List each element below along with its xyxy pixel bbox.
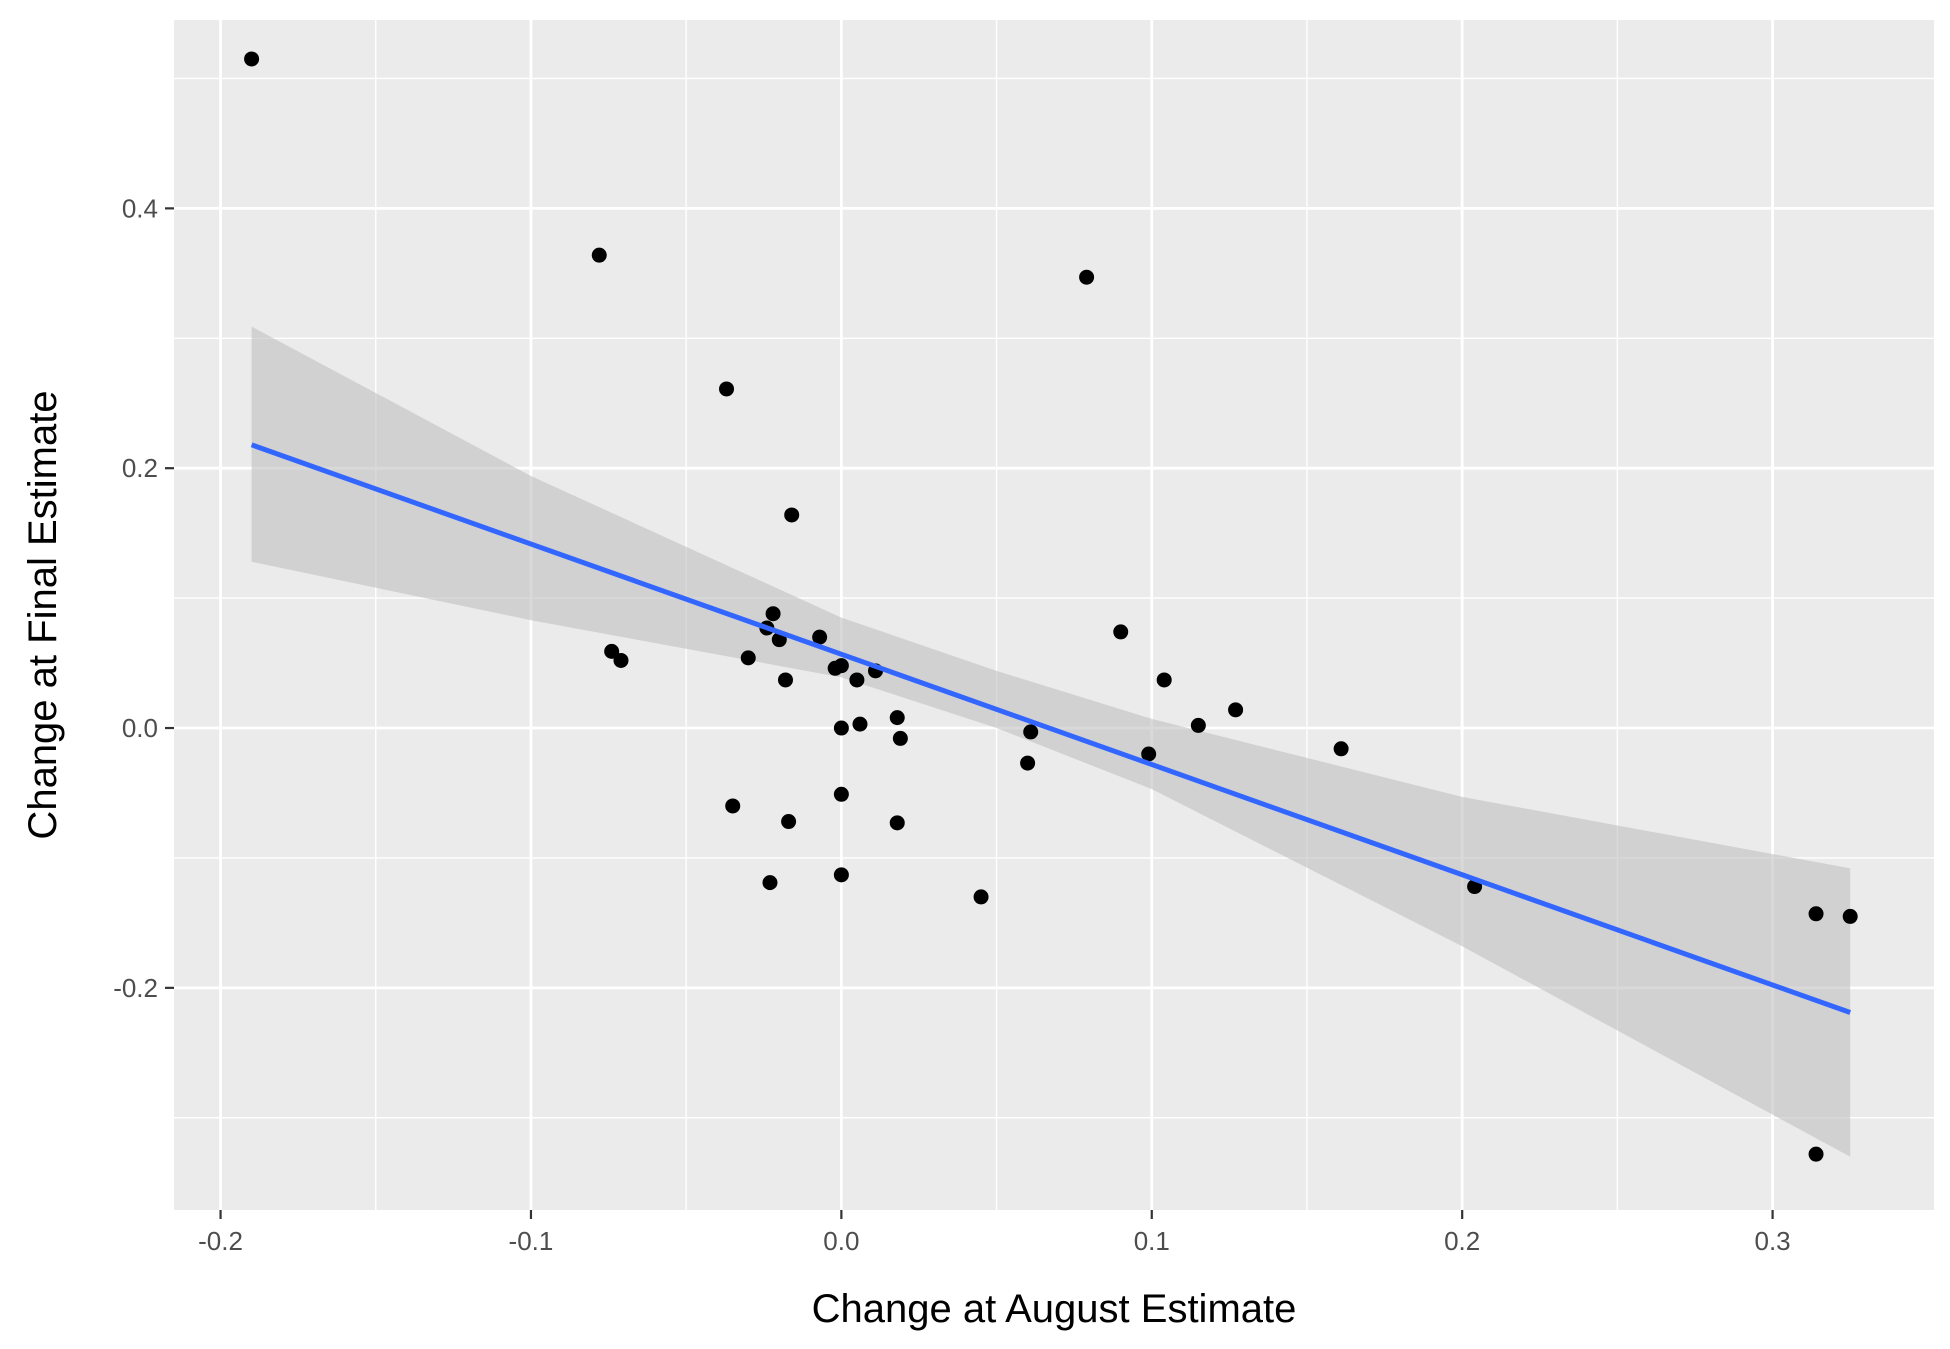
data-points xyxy=(244,51,1858,1162)
data-point xyxy=(765,606,781,622)
x-tick-label: 0.1 xyxy=(1134,1226,1170,1256)
data-point xyxy=(1141,746,1157,762)
x-tick-label: 0.3 xyxy=(1755,1226,1791,1256)
data-point xyxy=(781,814,797,830)
data-point xyxy=(973,889,989,905)
data-point xyxy=(777,672,793,688)
data-point xyxy=(740,650,756,666)
data-point xyxy=(833,720,849,736)
data-point xyxy=(849,672,865,688)
y-tick-label: 0.0 xyxy=(122,713,158,743)
x-tick-label: -0.2 xyxy=(198,1226,243,1256)
data-point xyxy=(833,658,849,674)
confidence-band xyxy=(251,326,1851,1157)
data-point xyxy=(1808,906,1824,922)
data-point xyxy=(1808,1146,1824,1162)
y-axis: -0.2 0.0 0.2 0.4 xyxy=(113,193,174,1003)
data-point xyxy=(1023,724,1039,740)
data-point xyxy=(784,507,800,523)
major-gridlines xyxy=(174,20,1934,1210)
data-point xyxy=(1020,755,1036,771)
data-point xyxy=(719,381,735,397)
data-point xyxy=(725,798,741,814)
data-point xyxy=(604,643,620,659)
x-axis-label: Change at August Estimate xyxy=(812,1287,1297,1331)
y-tick-label: 0.2 xyxy=(122,453,158,483)
y-tick-label: 0.4 xyxy=(122,193,158,223)
x-tick-label: -0.1 xyxy=(509,1226,554,1256)
data-point xyxy=(889,815,905,831)
data-point xyxy=(1079,269,1095,285)
trend-line xyxy=(250,442,1852,1015)
x-tick-label: 0.2 xyxy=(1444,1226,1480,1256)
data-point xyxy=(613,652,629,668)
data-point xyxy=(1156,672,1172,688)
data-point xyxy=(833,867,849,883)
data-point xyxy=(892,730,908,746)
data-point xyxy=(852,716,868,732)
data-point xyxy=(1842,908,1858,924)
y-axis-label: Change at Final Estimate xyxy=(21,390,65,839)
data-point xyxy=(833,786,849,802)
data-point xyxy=(591,247,607,263)
data-point xyxy=(1228,702,1244,718)
x-axis: -0.2 -0.1 0.0 0.1 0.2 0.3 xyxy=(198,1210,1791,1256)
data-point xyxy=(1113,624,1129,640)
y-tick-label: -0.2 xyxy=(113,973,158,1003)
data-point xyxy=(1333,741,1349,757)
data-point xyxy=(889,710,905,726)
x-tick-label: 0.0 xyxy=(823,1226,859,1256)
data-point xyxy=(1190,717,1206,733)
data-point xyxy=(762,875,778,891)
data-point xyxy=(812,629,828,645)
data-point xyxy=(244,51,260,67)
